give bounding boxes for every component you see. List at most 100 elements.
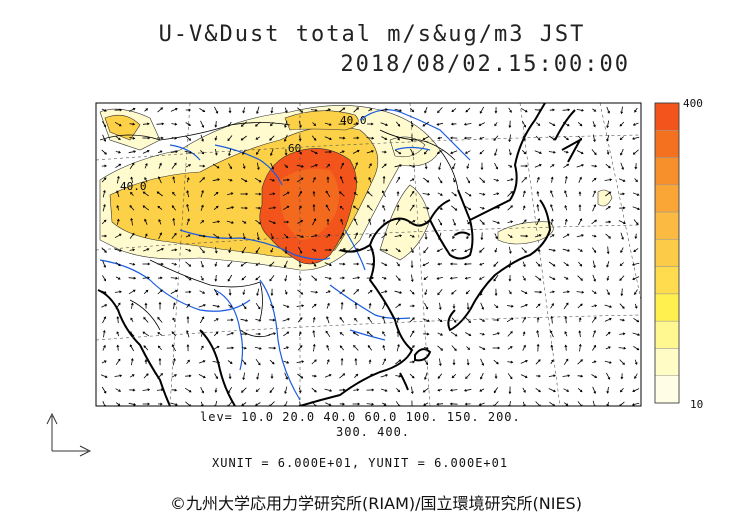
wind-arrow	[395, 121, 401, 127]
wind-arrow-head	[510, 331, 513, 334]
wind-arrow-head	[522, 331, 526, 335]
wind-arrow-head	[314, 234, 318, 237]
wind-arrow-head	[608, 191, 612, 195]
wind-arrow-head	[129, 344, 133, 348]
wind-arrow	[215, 247, 217, 253]
wind-arrow	[409, 204, 415, 212]
wind-arrow-head	[299, 125, 302, 128]
wind-arrow	[354, 162, 358, 170]
wind-arrow	[562, 109, 570, 111]
wind-arrow	[394, 235, 402, 237]
wind-arrow-head	[258, 192, 262, 196]
wind-arrow-head	[188, 277, 192, 281]
wind-arrow	[212, 346, 220, 350]
wind-arrow-head	[284, 391, 287, 395]
wind-arrow	[536, 177, 540, 183]
wind-arrow	[367, 205, 373, 211]
wind-arrow-head	[536, 330, 540, 333]
wind-arrow	[354, 232, 358, 240]
wind-arrow-head	[368, 218, 371, 222]
wind-arrow-head	[411, 153, 415, 156]
wind-arrow-head	[621, 167, 624, 171]
wind-arrow-head	[171, 331, 175, 334]
wind-arrow	[467, 359, 469, 365]
wind-arrow-head	[412, 360, 416, 364]
wind-arrow-head	[637, 333, 641, 336]
wind-arrow-head	[118, 150, 121, 154]
wind-arrow-head	[146, 150, 150, 153]
wind-arrow	[324, 122, 332, 126]
wind-arrow-head	[437, 388, 441, 392]
wind-arrow	[382, 331, 386, 337]
wind-arrow	[326, 345, 330, 351]
wind-arrow-head	[315, 290, 319, 294]
wind-arrow	[465, 107, 471, 113]
wind-arrow	[143, 290, 149, 294]
wind-arrow-head	[536, 204, 540, 207]
wind-arrow	[479, 219, 485, 225]
wind-arrow	[186, 218, 190, 226]
wind-arrow	[521, 219, 527, 225]
wind-arrow-head	[549, 330, 553, 333]
wind-arrow	[632, 332, 640, 336]
wind-arrow	[128, 289, 136, 295]
wind-arrow-head	[552, 290, 555, 294]
wind-arrow-head	[607, 110, 610, 114]
wind-arrow-head	[384, 233, 388, 237]
wind-arrow	[493, 359, 499, 365]
wind-arrow	[411, 274, 413, 282]
wind-arrow-head	[103, 139, 107, 142]
wind-arrow	[102, 134, 106, 142]
wind-arrow-head	[103, 219, 107, 223]
wind-arrow-head	[118, 302, 121, 306]
wind-arrow	[604, 318, 612, 322]
wind-arrow-head	[454, 208, 458, 211]
wind-arrow	[635, 233, 637, 239]
wind-arrow-head	[356, 262, 360, 266]
wind-arrow-head	[186, 177, 190, 180]
wind-arrow-head	[298, 264, 302, 268]
wind-arrow	[604, 360, 612, 364]
wind-arrow	[507, 346, 513, 350]
axis-indicator	[46, 412, 92, 457]
wind-arrow	[380, 374, 388, 378]
wind-arrow-head	[229, 236, 232, 239]
wind-arrow	[240, 261, 248, 267]
wind-arrow-head	[174, 162, 177, 166]
wind-arrow-head	[256, 237, 260, 241]
wind-arrow	[522, 135, 526, 141]
wind-arrow-head	[565, 403, 569, 406]
wind-arrow-head	[619, 137, 623, 140]
wind-arrow-head	[537, 264, 541, 267]
wind-arrow	[550, 303, 554, 309]
wind-arrow	[395, 149, 401, 155]
wind-arrow-head	[245, 332, 248, 336]
wind-arrow	[592, 134, 596, 142]
wind-arrow	[200, 150, 204, 154]
wind-arrow	[340, 163, 344, 169]
wind-arrow	[128, 150, 136, 154]
wind-arrow	[562, 121, 570, 127]
wind-arrow	[184, 150, 192, 154]
wind-arrow-head	[215, 376, 218, 380]
wind-arrow-head	[353, 344, 356, 348]
wind-arrow	[353, 123, 359, 125]
wind-arrow-head	[398, 249, 401, 252]
wind-arrow-head	[553, 389, 556, 393]
wind-arrow-head	[566, 163, 570, 167]
wind-arrow-head	[117, 277, 121, 280]
wind-arrow	[144, 219, 148, 225]
wind-arrow-head	[551, 164, 555, 167]
wind-arrow	[534, 109, 542, 111]
wind-arrow	[507, 221, 513, 223]
wind-arrow-head	[352, 205, 356, 209]
wind-arrow-head	[256, 111, 259, 115]
wind-arrow-head	[369, 233, 372, 237]
wind-arrow	[522, 261, 526, 267]
wind-arrow	[184, 275, 192, 281]
wind-arrow	[396, 177, 400, 183]
wind-arrow-head	[397, 176, 401, 180]
wind-arrow-head	[144, 359, 148, 362]
wind-arrow	[550, 204, 554, 212]
wind-arrow-head	[270, 249, 274, 253]
